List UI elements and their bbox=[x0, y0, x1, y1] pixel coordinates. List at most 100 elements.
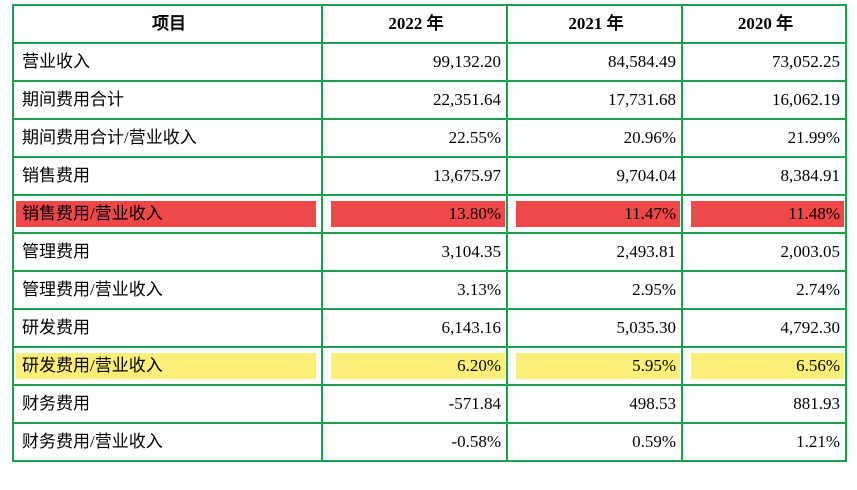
cell-2022-text: 6,143.16 bbox=[441, 318, 502, 337]
cell-2021-text: 2.95% bbox=[632, 280, 676, 299]
cell-2021-text: 11.47% bbox=[516, 201, 680, 227]
cell-2021: 20.96% bbox=[506, 118, 683, 158]
cell-2022: 6.20% bbox=[321, 346, 508, 386]
cell-2020-text: 73,052.25 bbox=[772, 52, 840, 71]
cell-2020-text: 8,384.91 bbox=[780, 166, 841, 185]
expense-table: 项目 2022 年 2021 年 2020 年 营业收入 99,132.20 84,… bbox=[12, 4, 847, 462]
cell-2020: 1.21% bbox=[681, 422, 847, 462]
cell-2022-text: 13,675.97 bbox=[433, 166, 501, 185]
cell-2021-text: 5.95% bbox=[516, 353, 680, 379]
cell-2022: -0.58% bbox=[321, 422, 508, 462]
cell-2021: 5,035.30 bbox=[506, 308, 683, 348]
header-2021: 2021 年 bbox=[506, 4, 683, 44]
row-label-text: 财务费用 bbox=[22, 394, 90, 413]
cell-2021-text: 5,035.30 bbox=[616, 318, 677, 337]
cell-2022-text: -0.58% bbox=[451, 432, 501, 451]
cell-2021-text: 0.59% bbox=[632, 432, 676, 451]
cell-2021-text: 20.96% bbox=[623, 128, 676, 147]
cell-2021-text: 9,704.04 bbox=[616, 166, 677, 185]
cell-2020-text: 1.21% bbox=[796, 432, 840, 451]
cell-2020-text: 881.93 bbox=[793, 394, 840, 413]
row-label: 期间费用合计/营业收入 bbox=[12, 118, 323, 158]
cell-2021: 17,731.68 bbox=[506, 80, 683, 120]
cell-2022: 22.55% bbox=[321, 118, 508, 158]
row-label-text: 销售费用 bbox=[22, 166, 90, 185]
table-row: 期间费用合计 22,351.64 17,731.68 16,062.19 bbox=[12, 80, 847, 120]
cell-2020: 6.56% bbox=[681, 346, 847, 386]
table-header-row: 项目 2022 年 2021 年 2020 年 bbox=[12, 4, 847, 44]
cell-2021-text: 498.53 bbox=[629, 394, 676, 413]
row-label-text: 营业收入 bbox=[22, 52, 90, 71]
header-2022: 2022 年 bbox=[321, 4, 508, 44]
cell-2020-text: 16,062.19 bbox=[772, 90, 840, 109]
row-label: 研发费用 bbox=[12, 308, 323, 348]
table-row: 研发费用/营业收入 6.20% 5.95% 6.56% bbox=[12, 346, 847, 386]
row-label-text: 期间费用合计/营业收入 bbox=[22, 128, 197, 147]
cell-2021: 2,493.81 bbox=[506, 232, 683, 272]
cell-2020-text: 2,003.05 bbox=[780, 242, 841, 261]
cell-2022-text: 3.13% bbox=[457, 280, 501, 299]
row-label: 财务费用 bbox=[12, 384, 323, 424]
cell-2021: 9,704.04 bbox=[506, 156, 683, 196]
table-row: 营业收入 99,132.20 84,584.49 73,052.25 bbox=[12, 42, 847, 82]
cell-2022: 99,132.20 bbox=[321, 42, 508, 82]
row-label: 管理费用 bbox=[12, 232, 323, 272]
row-label: 财务费用/营业收入 bbox=[12, 422, 323, 462]
cell-2021: 2.95% bbox=[506, 270, 683, 310]
cell-2020: 2.74% bbox=[681, 270, 847, 310]
cell-2022: 13,675.97 bbox=[321, 156, 508, 196]
cell-2021: 11.47% bbox=[506, 194, 683, 234]
cell-2020: 21.99% bbox=[681, 118, 847, 158]
cell-2022-text: 3,104.35 bbox=[441, 242, 502, 261]
cell-2021: 5.95% bbox=[506, 346, 683, 386]
cell-2020: 2,003.05 bbox=[681, 232, 847, 272]
cell-2020: 881.93 bbox=[681, 384, 847, 424]
row-label: 研发费用/营业收入 bbox=[12, 346, 323, 386]
cell-2021: 0.59% bbox=[506, 422, 683, 462]
row-label: 管理费用/营业收入 bbox=[12, 270, 323, 310]
table-row: 销售费用 13,675.97 9,704.04 8,384.91 bbox=[12, 156, 847, 196]
cell-2022: 22,351.64 bbox=[321, 80, 508, 120]
table-row: 期间费用合计/营业收入 22.55% 20.96% 21.99% bbox=[12, 118, 847, 158]
cell-2022-text: 6.20% bbox=[331, 353, 505, 379]
row-label-text: 研发费用/营业收入 bbox=[16, 353, 316, 379]
cell-2022: 13.80% bbox=[321, 194, 508, 234]
cell-2022: 3,104.35 bbox=[321, 232, 508, 272]
cell-2020-text: 6.56% bbox=[691, 353, 844, 379]
cell-2022-text: -571.84 bbox=[448, 394, 501, 413]
cell-2022: 3.13% bbox=[321, 270, 508, 310]
header-2020: 2020 年 bbox=[681, 4, 847, 44]
row-label-text: 管理费用 bbox=[22, 242, 90, 261]
cell-2021: 84,584.49 bbox=[506, 42, 683, 82]
cell-2020: 16,062.19 bbox=[681, 80, 847, 120]
cell-2020-text: 21.99% bbox=[787, 128, 840, 147]
row-label: 营业收入 bbox=[12, 42, 323, 82]
cell-2022-text: 13.80% bbox=[331, 201, 505, 227]
cell-2022-text: 22.55% bbox=[448, 128, 501, 147]
cell-2022: -571.84 bbox=[321, 384, 508, 424]
row-label: 期间费用合计 bbox=[12, 80, 323, 120]
cell-2022: 6,143.16 bbox=[321, 308, 508, 348]
cell-2020: 8,384.91 bbox=[681, 156, 847, 196]
table-row: 研发费用 6,143.16 5,035.30 4,792.30 bbox=[12, 308, 847, 348]
table-row: 管理费用/营业收入 3.13% 2.95% 2.74% bbox=[12, 270, 847, 310]
header-item: 项目 bbox=[12, 4, 323, 44]
row-label: 销售费用 bbox=[12, 156, 323, 196]
cell-2020-text: 11.48% bbox=[691, 201, 844, 227]
cell-2020-text: 2.74% bbox=[796, 280, 840, 299]
table-row: 销售费用/营业收入 13.80% 11.47% 11.48% bbox=[12, 194, 847, 234]
cell-2020: 11.48% bbox=[681, 194, 847, 234]
cell-2020: 73,052.25 bbox=[681, 42, 847, 82]
table-row: 财务费用 -571.84 498.53 881.93 bbox=[12, 384, 847, 424]
row-label-text: 销售费用/营业收入 bbox=[16, 201, 316, 227]
row-label-text: 管理费用/营业收入 bbox=[22, 280, 163, 299]
expense-table-container: 项目 2022 年 2021 年 2020 年 营业收入 99,132.20 84,… bbox=[12, 4, 847, 462]
row-label-text: 期间费用合计 bbox=[22, 90, 124, 109]
cell-2022-text: 22,351.64 bbox=[433, 90, 501, 109]
row-label-text: 财务费用/营业收入 bbox=[22, 432, 163, 451]
cell-2020: 4,792.30 bbox=[681, 308, 847, 348]
row-label: 销售费用/营业收入 bbox=[12, 194, 323, 234]
cell-2021-text: 84,584.49 bbox=[608, 52, 676, 71]
cell-2021-text: 2,493.81 bbox=[616, 242, 677, 261]
table-body: 营业收入 99,132.20 84,584.49 73,052.25 期间费用合计 22,… bbox=[12, 42, 847, 462]
